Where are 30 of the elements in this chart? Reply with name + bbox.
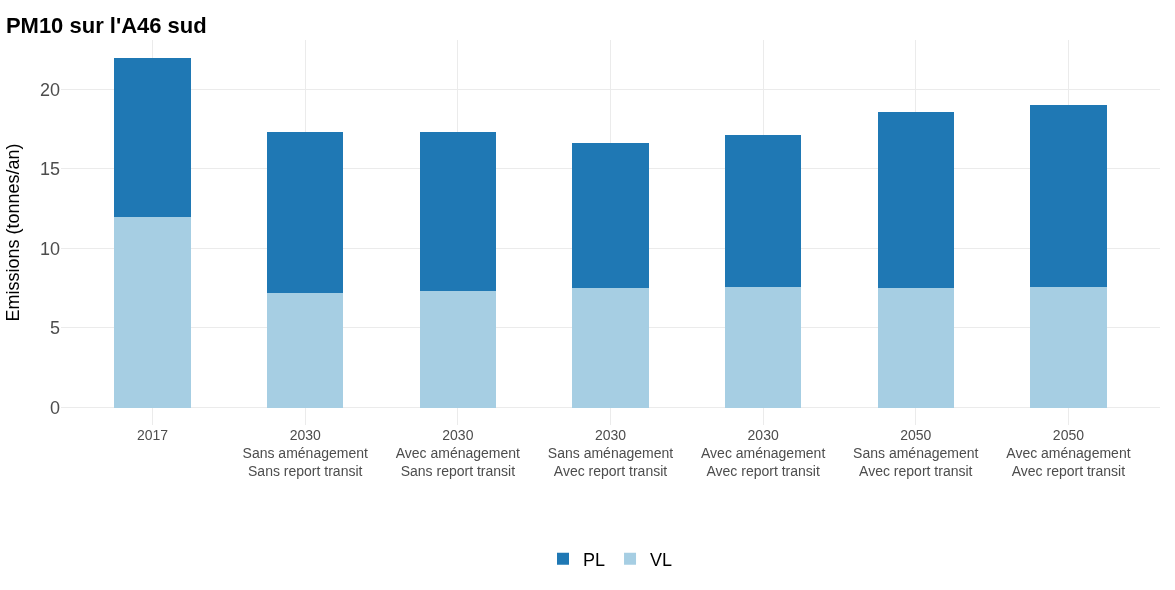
bar — [114, 216, 191, 408]
x-tick-label: 2030 Sans aménagement Sans report transit — [242, 427, 368, 480]
bar — [724, 135, 802, 287]
bar — [877, 288, 954, 408]
x-tick-label: 2030 Avec aménagement Sans report transit — [395, 427, 521, 480]
x-tick-label: 2030 Avec aménagement Avec report transit — [701, 427, 826, 480]
y-tick-label: 5 — [49, 318, 60, 339]
bar — [572, 288, 649, 408]
y-axis-title: Emissions (tonnes/an) — [3, 143, 24, 322]
bar — [114, 57, 191, 217]
x-tick-label: 2017 — [137, 427, 169, 443]
legend-label: VL — [650, 549, 673, 570]
y-tick-label: 10 — [39, 238, 60, 259]
chart-title: PM10 sur l'A46 sud — [5, 13, 207, 39]
y-tick-label: 20 — [39, 79, 60, 100]
bar — [267, 292, 344, 408]
bar — [1030, 286, 1107, 408]
y-tick-label: 0 — [49, 397, 60, 418]
x-tick-label: 2050 Avec aménagement Avec report transit — [1006, 427, 1131, 480]
y-tick-label: 15 — [39, 159, 60, 180]
bar — [419, 291, 497, 408]
bar — [419, 132, 497, 292]
bar — [724, 286, 802, 408]
x-tick-label: 2050 Sans aménagement Avec report transit — [853, 427, 979, 480]
bar — [572, 143, 649, 289]
bar — [267, 132, 344, 293]
x-tick-label: 2030 Sans aménagement Avec report transit — [547, 427, 674, 480]
bar — [877, 111, 954, 289]
legend-label: PL — [583, 549, 606, 570]
bar — [1030, 105, 1107, 287]
